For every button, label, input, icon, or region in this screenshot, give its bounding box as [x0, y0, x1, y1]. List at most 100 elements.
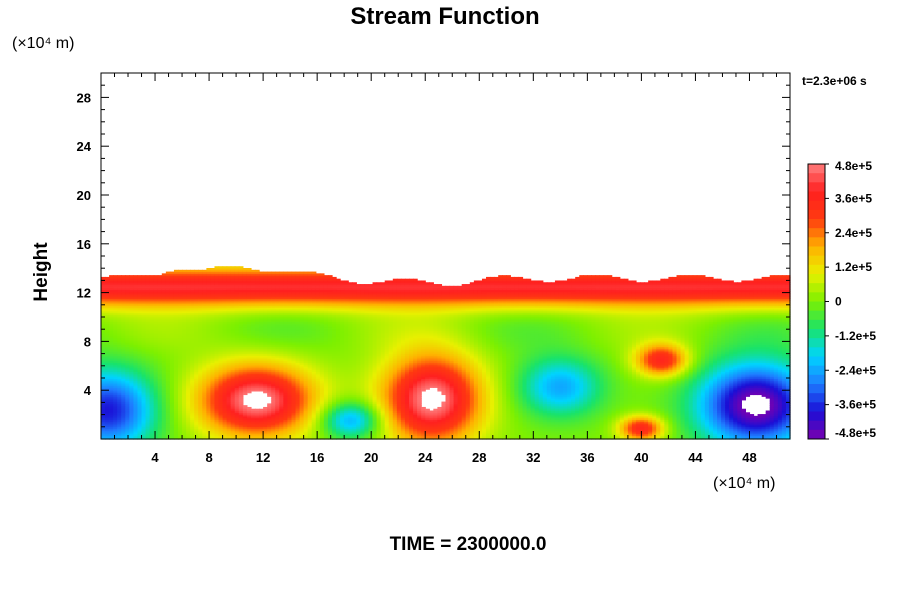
field-cell: [226, 351, 232, 355]
field-cell: [186, 291, 191, 294]
field-cell: [194, 396, 199, 399]
field-cell: [315, 389, 321, 392]
field-cell: [271, 285, 276, 289]
field-cell: [153, 396, 159, 399]
field-cell: [169, 360, 175, 364]
field-cell: [263, 390, 268, 394]
field-cell: [255, 360, 260, 364]
field-cell: [202, 308, 207, 312]
field-cell: [267, 301, 272, 305]
field-cell: [218, 417, 224, 421]
field-cell: [230, 367, 236, 371]
field-cell: [234, 271, 240, 274]
field-cell: [259, 426, 264, 429]
field-cell: [287, 401, 293, 404]
field-cell: [113, 342, 118, 346]
field-cell: [105, 383, 110, 387]
field-cell: [218, 266, 224, 269]
field-cell: [190, 398, 195, 401]
field-cell: [129, 308, 135, 312]
field-cell: [311, 390, 317, 394]
field-cell: [141, 373, 147, 376]
field-cell: [238, 321, 244, 324]
field-cell: [194, 316, 199, 319]
field-cell: [307, 414, 313, 417]
field-cell: [182, 287, 187, 290]
field-cell: [145, 319, 151, 323]
field-cell: [315, 414, 321, 417]
field-cell: [153, 314, 159, 317]
field-cell: [182, 383, 187, 387]
field-cell: [173, 374, 179, 378]
field-cell: [113, 308, 118, 312]
field-cell: [129, 364, 135, 367]
field-cell: [198, 339, 203, 342]
field-cell: [117, 406, 122, 410]
field-cell: [129, 305, 135, 308]
field-cell: [218, 292, 224, 296]
field-cell: [287, 410, 293, 413]
field-cell: [307, 280, 313, 283]
field-cell: [246, 335, 252, 339]
field-cell: [255, 335, 260, 339]
field-cell: [267, 296, 272, 299]
field-cell: [161, 294, 167, 298]
field-cell: [267, 428, 272, 431]
field-cell: [153, 431, 159, 435]
field-cell: [291, 271, 297, 274]
field-cell: [121, 346, 126, 349]
field-cell: [287, 296, 293, 299]
field-cell: [315, 406, 321, 410]
field-cell: [210, 357, 216, 360]
field-cell: [271, 287, 276, 290]
field-cell: [186, 317, 191, 321]
field-cell: [129, 424, 135, 428]
field-cell: [121, 405, 126, 408]
field-cell: [101, 358, 106, 362]
field-cell: [295, 374, 301, 378]
field-cell: [117, 414, 122, 417]
field-cell: [109, 417, 114, 421]
field-cell: [161, 316, 167, 319]
field-cell: [190, 367, 195, 371]
field-cell: [218, 296, 224, 299]
field-cell: [263, 294, 268, 298]
field-cell: [198, 344, 203, 347]
field-cell: [299, 374, 305, 378]
field-cell: [145, 373, 151, 376]
field-cell: [234, 275, 240, 278]
field-cell: [121, 287, 126, 290]
field-cell: [198, 414, 203, 417]
field-cell: [153, 317, 159, 321]
field-cell: [279, 303, 284, 307]
field-cell: [133, 394, 139, 397]
field-cell: [109, 294, 114, 298]
field-cell: [234, 426, 240, 429]
field-cell: [226, 291, 232, 294]
field-cell: [246, 341, 252, 344]
field-cell: [165, 433, 171, 437]
field-cell: [202, 296, 207, 299]
field-cell: [194, 364, 199, 367]
field-cell: [133, 401, 139, 404]
field-cell: [271, 332, 276, 335]
field-cell: [287, 337, 293, 340]
field-cell: [101, 378, 106, 381]
field-cell: [137, 310, 143, 314]
field-cell: [222, 362, 228, 365]
field-cell: [238, 287, 244, 290]
field-cell: [210, 408, 216, 412]
field-cell: [295, 383, 301, 387]
field-cell: [173, 308, 179, 312]
field-cell: [295, 301, 301, 305]
field-cell: [145, 275, 151, 278]
field-cell: [238, 342, 244, 346]
field-cell: [234, 362, 240, 365]
field-cell: [121, 431, 126, 435]
field-cell: [149, 410, 155, 413]
field-cell: [214, 314, 220, 317]
field-cell: [259, 314, 264, 317]
field-cell: [186, 365, 191, 369]
field-cell: [263, 387, 268, 390]
field-cell: [109, 314, 114, 317]
